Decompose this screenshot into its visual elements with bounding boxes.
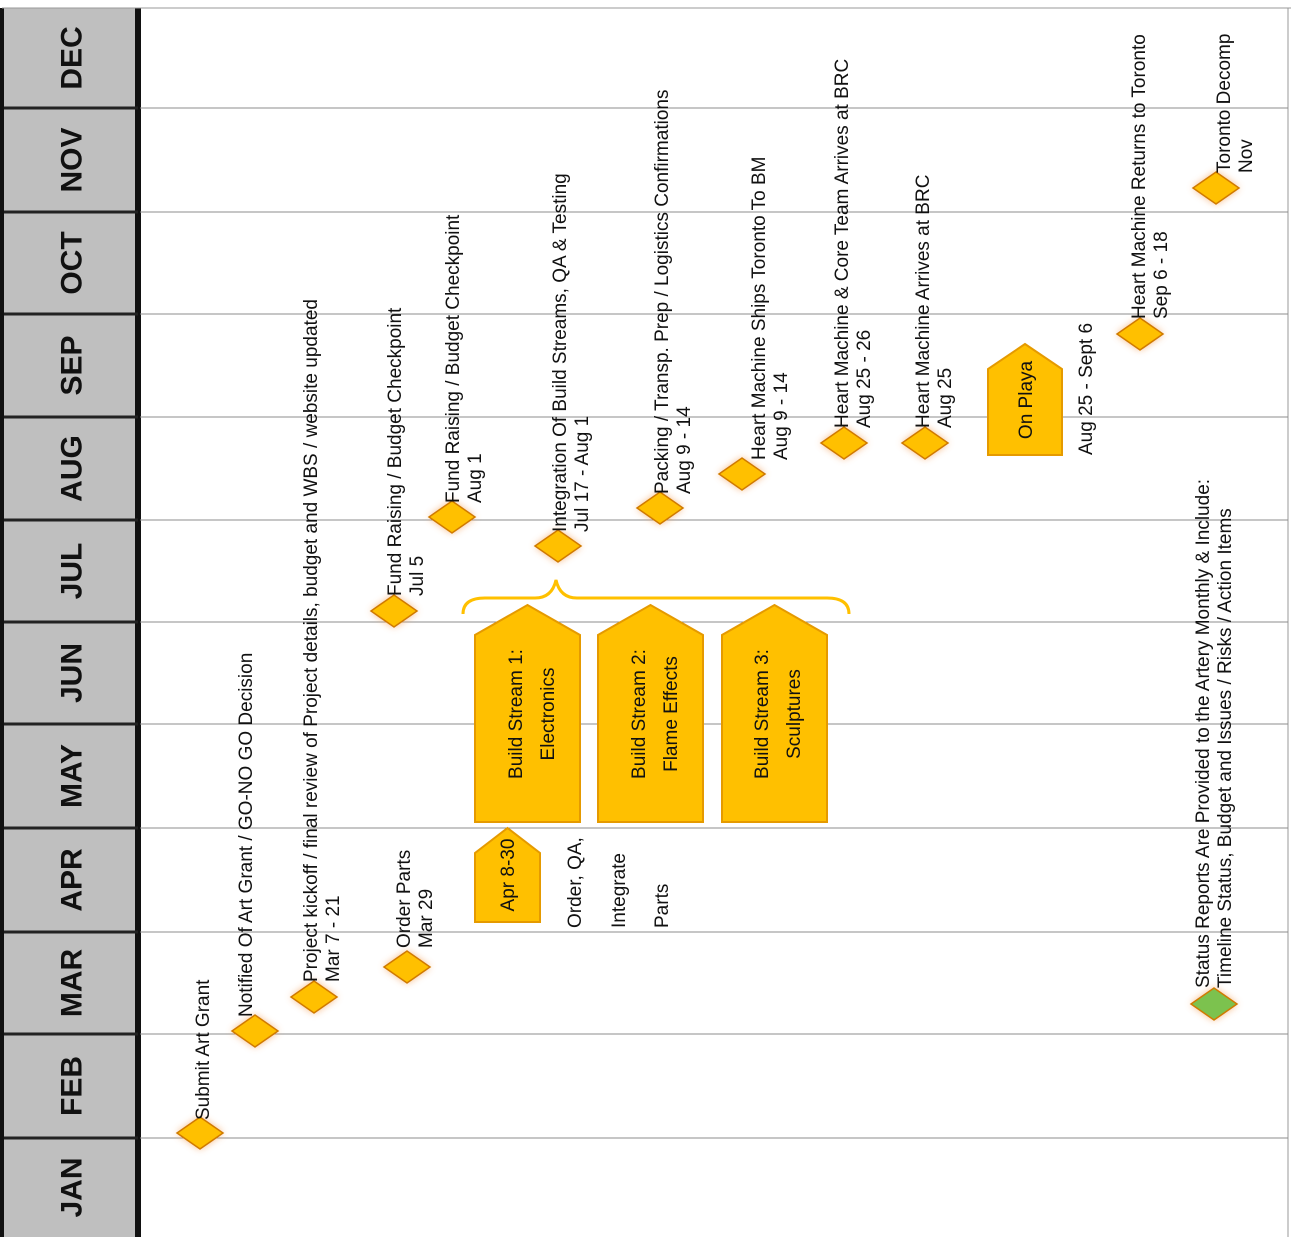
ships-marker bbox=[717, 457, 767, 491]
notified-art-grant-marker bbox=[230, 1014, 280, 1048]
build-stream-1-label-1: Build Stream 1: bbox=[506, 649, 527, 779]
fund-raising-1-marker bbox=[369, 594, 419, 628]
integration-marker bbox=[533, 529, 583, 563]
labels-layer: Submit Art Grant Notified Of Art Grant / … bbox=[193, 34, 1257, 1120]
build-stream-1-label-2: Electronics bbox=[538, 668, 559, 761]
build-stream-3-shape bbox=[721, 603, 828, 823]
packing-marker bbox=[635, 491, 685, 525]
order-qa-note-line-2: Integrate bbox=[609, 853, 630, 928]
ships-label: Heart Machine Ships Toronto To BMAug 9 -… bbox=[749, 157, 792, 460]
fund-raising-2-marker bbox=[427, 500, 477, 534]
build-stream-1-shape bbox=[474, 603, 581, 823]
arrives-brc-label: Heart Machine Arrives at BRCAug 25 bbox=[913, 175, 956, 428]
order-parts-label: Order PartsMar 29 bbox=[394, 850, 437, 948]
month-label-nov: NOV bbox=[56, 127, 89, 192]
on-playa-dates-label: Aug 25 - Sept 6 bbox=[1076, 323, 1097, 455]
apr-block-label: Apr 8-30 bbox=[498, 839, 519, 912]
on-playa-label: On Playa bbox=[1016, 360, 1037, 439]
arrives-brc-marker bbox=[900, 426, 950, 460]
month-label-may: MAY bbox=[56, 744, 89, 808]
notified-art-grant-label: Notified Of Art Grant / GO-NO GO Decisio… bbox=[236, 653, 257, 1017]
month-label-mar: MAR bbox=[56, 949, 89, 1018]
submit-art-grant-marker bbox=[175, 1116, 225, 1150]
shapes-layer bbox=[175, 171, 1241, 1150]
returns-toronto-label: Heart Machine Returns to TorontoSep 6 - … bbox=[1129, 34, 1172, 319]
fund-raising-1-label: Fund Raising / Budget CheckpointJul 5 bbox=[385, 307, 428, 596]
build-stream-2-label-2: Flame Effects bbox=[661, 656, 682, 772]
on-playa-shape bbox=[987, 342, 1063, 456]
build-stream-2-shape bbox=[597, 603, 704, 823]
toronto-decomp-label: Toronto DecompNov bbox=[1214, 34, 1257, 173]
month-label-jun: JUN bbox=[56, 643, 89, 703]
month-label-feb: FEB bbox=[56, 1056, 89, 1116]
month-label-jul: JUL bbox=[56, 543, 89, 600]
toronto-decomp-marker bbox=[1191, 171, 1241, 205]
apr-block-shape bbox=[474, 826, 541, 923]
project-kickoff-marker bbox=[289, 980, 339, 1014]
core-team-marker bbox=[819, 426, 869, 460]
order-qa-note-line-3: Parts bbox=[652, 884, 673, 928]
month-label-dec: DEC bbox=[56, 26, 89, 89]
integration-label: Integration Of Build Streams, QA & Testi… bbox=[550, 173, 593, 532]
core-team-label: Heart Machine & Core Team Arrives at BRC… bbox=[832, 59, 875, 428]
month-axis: JAN FEB MAR APR MAY JUN JUL AUG SEP OCT NOV DEC bbox=[0, 7, 1291, 1237]
submit-art-grant-label: Submit Art Grant bbox=[193, 979, 214, 1120]
build-stream-3-label-1: Build Stream 3: bbox=[752, 649, 773, 779]
month-label-aug: AUG bbox=[56, 435, 89, 502]
order-parts-marker bbox=[382, 950, 432, 984]
project-kickoff-label: Project kickoff / final review of Projec… bbox=[301, 299, 344, 982]
build-streams-bracket bbox=[461, 579, 851, 615]
packing-label: Packing / Transp. Prep / Logistics Confi… bbox=[652, 90, 695, 494]
status-reports-label: Status Reports Are Provided to the Arter… bbox=[1193, 479, 1236, 988]
build-stream-2-label-1: Build Stream 2: bbox=[629, 649, 650, 779]
fund-raising-2-label: Fund Raising / Budget CheckpointAug 1 bbox=[443, 214, 486, 503]
build-stream-3-label-2: Sculptures bbox=[784, 669, 805, 759]
status-reports-marker bbox=[1189, 987, 1239, 1021]
month-label-apr: APR bbox=[56, 848, 89, 912]
month-label-sep: SEP bbox=[56, 335, 89, 395]
returns-toronto-marker bbox=[1115, 317, 1165, 351]
order-qa-note-line-1: Order, QA, bbox=[565, 837, 586, 928]
month-label-jan: JAN bbox=[56, 1157, 89, 1217]
month-label-oct: OCT bbox=[56, 231, 89, 294]
